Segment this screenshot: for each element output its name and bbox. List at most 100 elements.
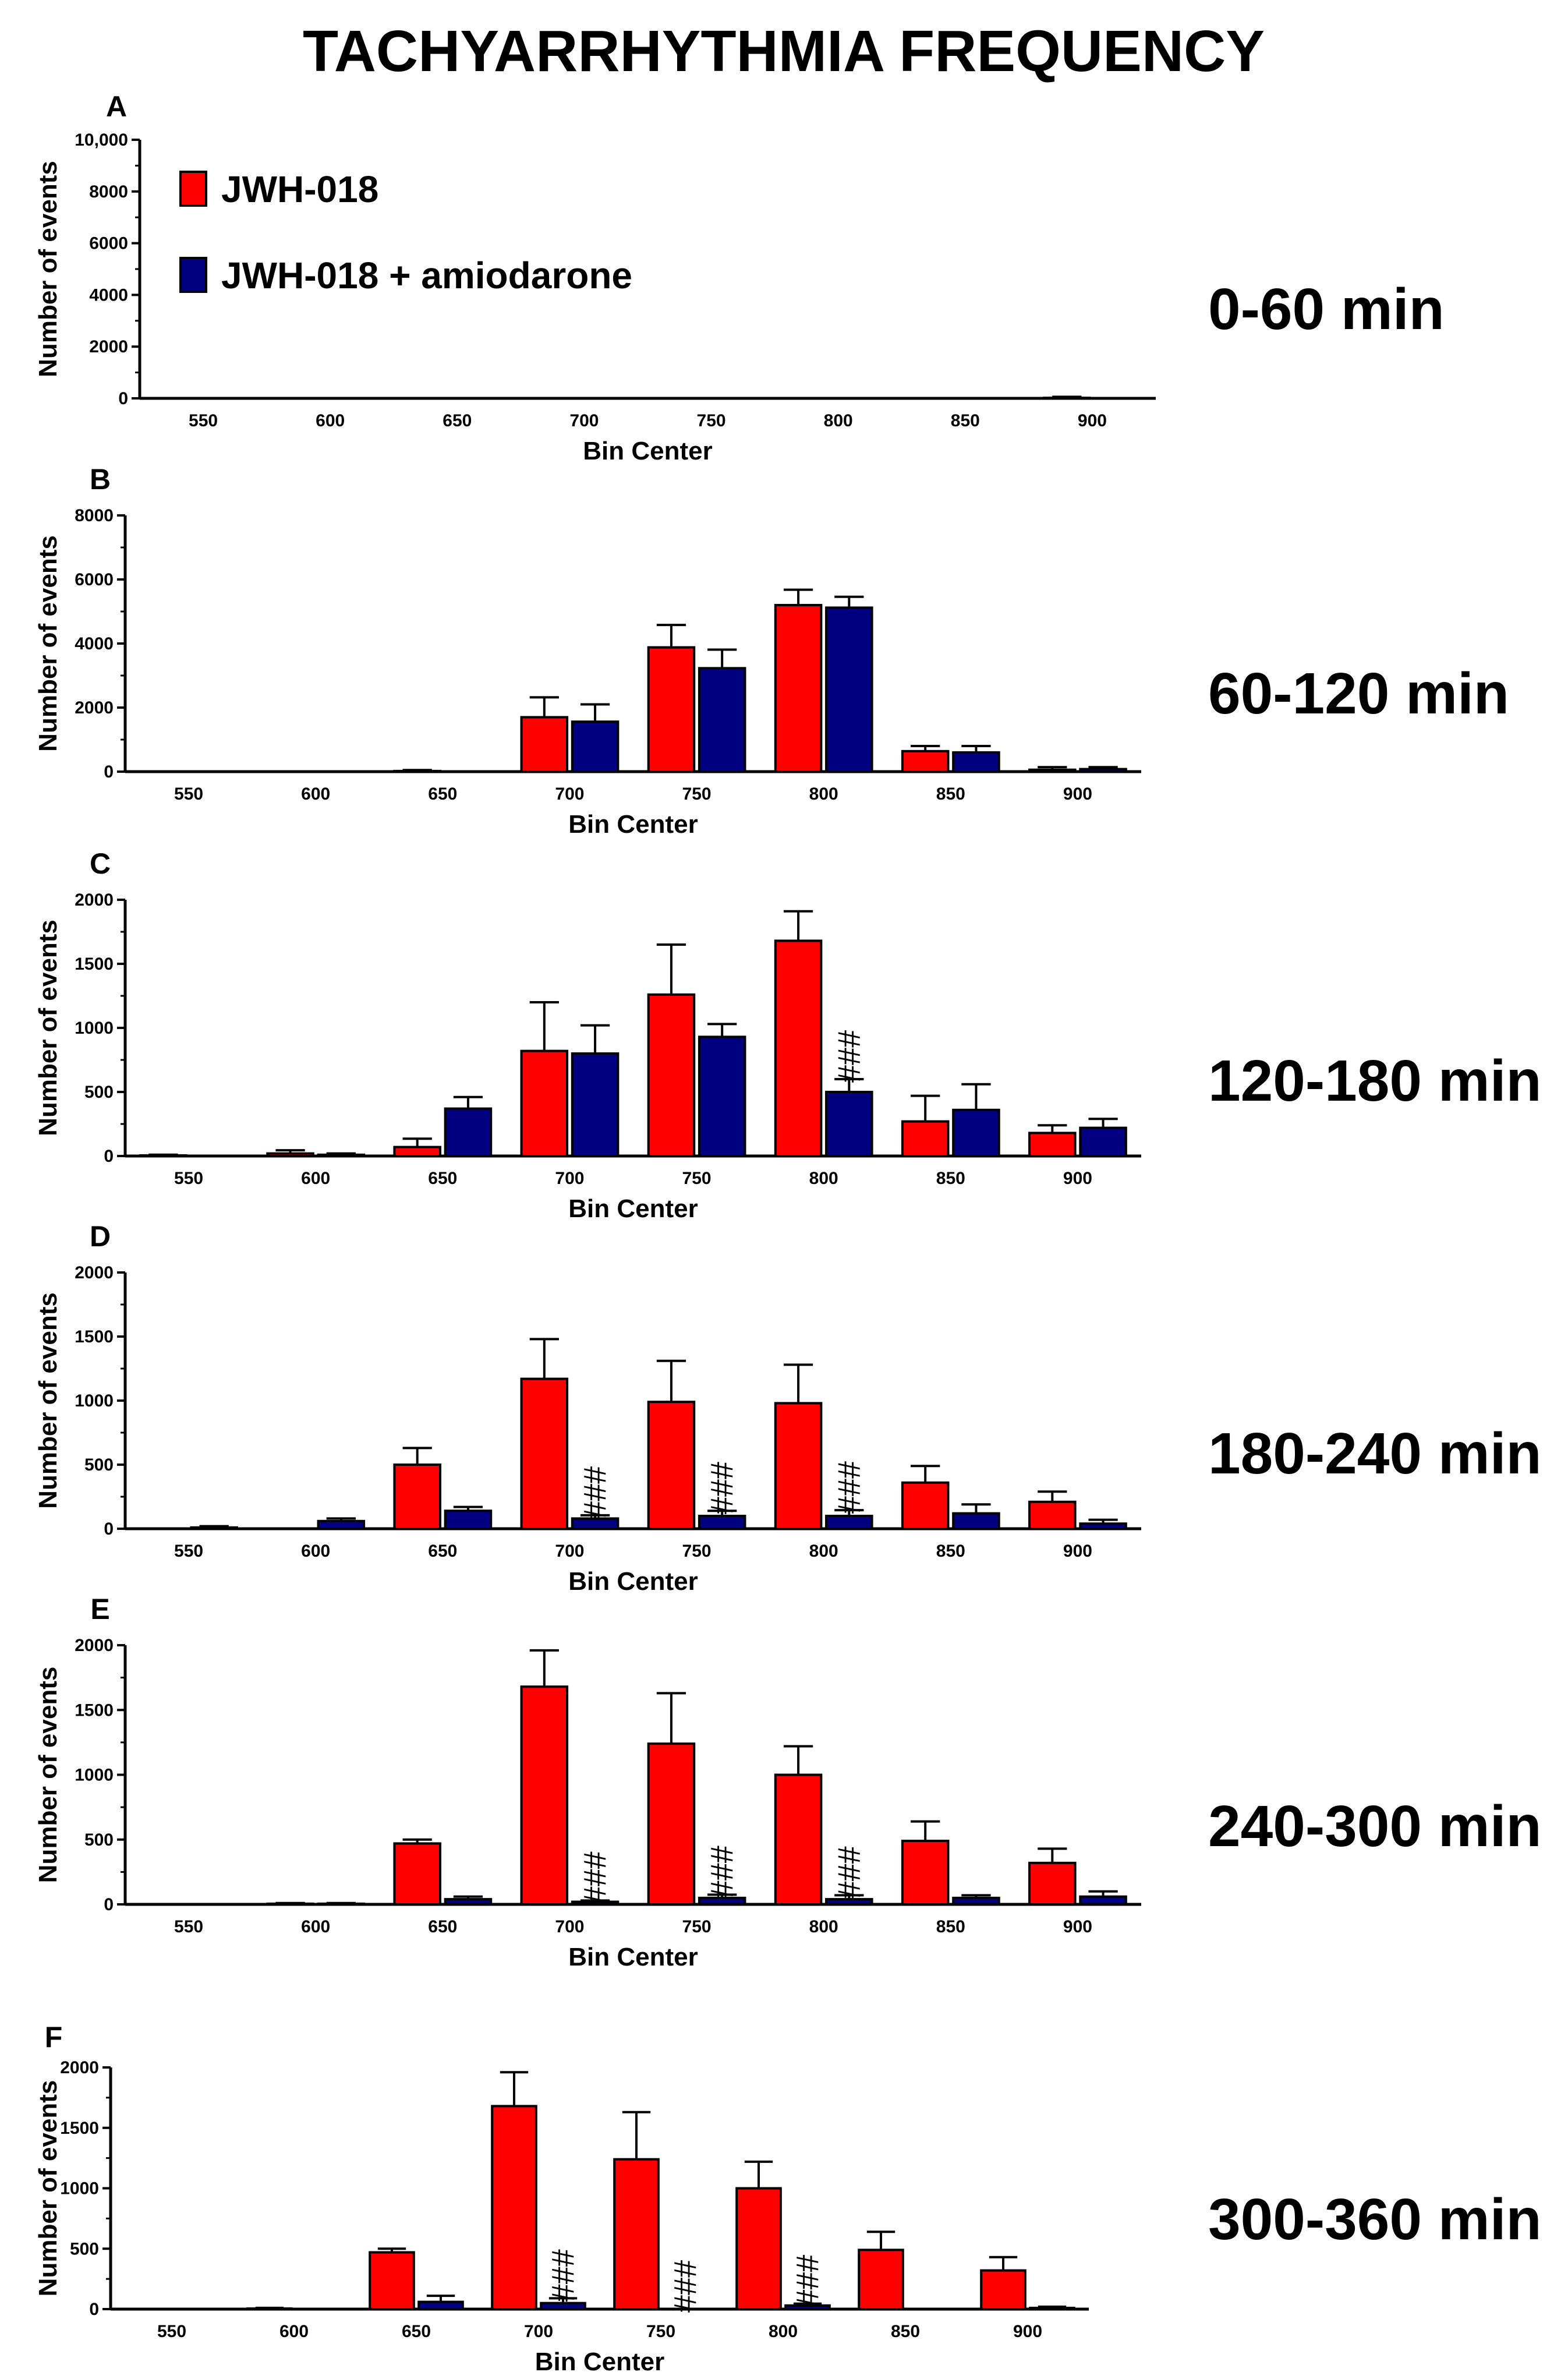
bar-jwh018-amiodarone — [444, 1898, 493, 1906]
y-tick-label: 6000 — [75, 570, 114, 589]
legend-label: JWH-018 — [221, 168, 378, 210]
x-tick-label: 800 — [809, 1917, 838, 1936]
y-axis-label: Number of events — [34, 161, 62, 377]
x-tick-label: 550 — [189, 411, 218, 430]
panel-letter: D — [90, 1220, 111, 1253]
y-tick-label: 1500 — [75, 1327, 114, 1346]
bar-jwh018 — [520, 1685, 569, 1906]
y-axis-label: Number of events — [34, 1292, 62, 1509]
bar-jwh018-amiodarone — [417, 2300, 464, 2311]
x-tick-label: 700 — [555, 1169, 584, 1188]
x-tick-label: 650 — [428, 1542, 457, 1561]
y-tick-label: 500 — [70, 2239, 99, 2258]
x-axis-label: Bin Center — [568, 1943, 698, 1971]
x-tick-label: 550 — [174, 1917, 203, 1936]
y-axis-label: Number of events — [34, 535, 62, 752]
bar-jwh018-amiodarone — [825, 1091, 873, 1157]
bar-jwh018 — [520, 1377, 569, 1530]
bar-jwh018 — [901, 1839, 950, 1906]
significance-mark: ### — [705, 1462, 739, 1514]
significance-mark: ### — [831, 1461, 866, 1514]
bar-jwh018-amiodarone — [1079, 1895, 1127, 1906]
x-tick-label: 850 — [936, 1169, 965, 1188]
bar-jwh018 — [901, 1120, 950, 1157]
x-tick-label: 900 — [1063, 1917, 1092, 1936]
x-tick-label: 750 — [697, 411, 726, 430]
time-window-label: 120-180 min — [1208, 1048, 1542, 1114]
y-tick-label: 1500 — [75, 955, 114, 974]
x-tick-label: 900 — [1078, 411, 1107, 430]
y-tick-label: 500 — [84, 1830, 114, 1850]
x-tick-label: 600 — [301, 1917, 330, 1936]
chart-panel-c: C 0 500 1000 1500 2000 550 600 650 700 750 800 850 90… — [34, 847, 1542, 1223]
y-tick-label: 4000 — [89, 285, 128, 305]
legend: JWH-018 JWH-018 + amiodarone — [179, 168, 632, 296]
y-tick-label: 2000 — [75, 1636, 114, 1655]
bar-jwh018-amiodarone — [317, 1519, 366, 1530]
panel-letter: F — [45, 2021, 63, 2053]
x-tick-label: 750 — [682, 1917, 712, 1936]
x-tick-label: 700 — [524, 2322, 553, 2341]
bar-jwh018 — [774, 1402, 823, 1530]
time-window-label: 300-360 min — [1208, 2187, 1542, 2252]
bar-jwh018 — [647, 1401, 696, 1530]
bar-jwh018 — [393, 1464, 441, 1530]
significance-mark: ### — [578, 1851, 613, 1904]
legend-swatch — [179, 171, 207, 207]
x-tick-label: 750 — [682, 1542, 712, 1561]
x-tick-label: 550 — [174, 784, 203, 804]
bar-jwh018 — [774, 1773, 823, 1906]
x-tick-label: 550 — [174, 1542, 203, 1561]
panel-letter: B — [90, 463, 111, 496]
bar-jwh018-amiodarone — [1079, 1522, 1127, 1530]
bar-jwh018-amiodarone — [698, 1896, 746, 1906]
y-tick-label: 2000 — [75, 698, 114, 717]
bar-jwh018 — [1028, 1500, 1077, 1530]
y-tick-label: 0 — [104, 1895, 114, 1914]
bar-jwh018-amiodarone — [698, 1035, 746, 1158]
bar-jwh018-amiodarone — [825, 1898, 873, 1906]
x-tick-label: 600 — [316, 411, 345, 430]
panel-letter: A — [106, 90, 127, 123]
bar-jwh018 — [369, 2251, 415, 2311]
bar-jwh018-amiodarone — [444, 1510, 493, 1530]
x-tick-label: 700 — [569, 411, 599, 430]
x-tick-label: 550 — [157, 2322, 186, 2341]
bar-jwh018 — [393, 1842, 441, 1906]
x-tick-label: 800 — [769, 2322, 798, 2341]
significance-mark: ### — [578, 1466, 613, 1519]
significance-mark: ### — [546, 2249, 581, 2302]
bar-jwh018 — [613, 2158, 660, 2310]
x-tick-label: 700 — [555, 784, 584, 804]
bar-jwh018 — [520, 1049, 569, 1157]
y-tick-label: 2000 — [89, 337, 128, 356]
bar-jwh018 — [647, 646, 696, 773]
time-window-label: 240-300 min — [1208, 1794, 1542, 1859]
bar-jwh018-amiodarone — [698, 667, 746, 773]
x-tick-label: 600 — [301, 1169, 330, 1188]
y-tick-label: 6000 — [89, 234, 128, 253]
bar-jwh018-amiodarone — [571, 1517, 620, 1530]
bar-jwh018 — [393, 1146, 441, 1157]
x-tick-label: 550 — [174, 1169, 203, 1188]
y-tick-label: 1500 — [75, 1701, 114, 1720]
bar-jwh018 — [647, 1742, 696, 1906]
y-tick-label: 2000 — [75, 1263, 114, 1282]
bar-jwh018 — [1028, 768, 1077, 773]
bar-jwh018-amiodarone — [317, 1153, 366, 1158]
legend-label: JWH-018 + amiodarone — [221, 254, 632, 296]
y-tick-label: 2000 — [75, 890, 114, 910]
x-tick-label: 850 — [891, 2322, 920, 2341]
x-tick-label: 800 — [809, 784, 838, 804]
y-axis-label: Number of events — [34, 2080, 62, 2297]
y-tick-label: 1000 — [60, 2179, 99, 2198]
bar-jwh018-amiodarone — [952, 751, 1000, 773]
bar-jwh018-amiodarone — [952, 1512, 1000, 1530]
y-tick-label: 0 — [118, 389, 128, 408]
x-tick-label: 700 — [555, 1542, 584, 1561]
x-tick-label: 900 — [1063, 1542, 1092, 1561]
time-window-label: 60-120 min — [1208, 661, 1509, 726]
y-tick-label: 2000 — [60, 2058, 99, 2077]
x-tick-label: 850 — [936, 1542, 965, 1561]
